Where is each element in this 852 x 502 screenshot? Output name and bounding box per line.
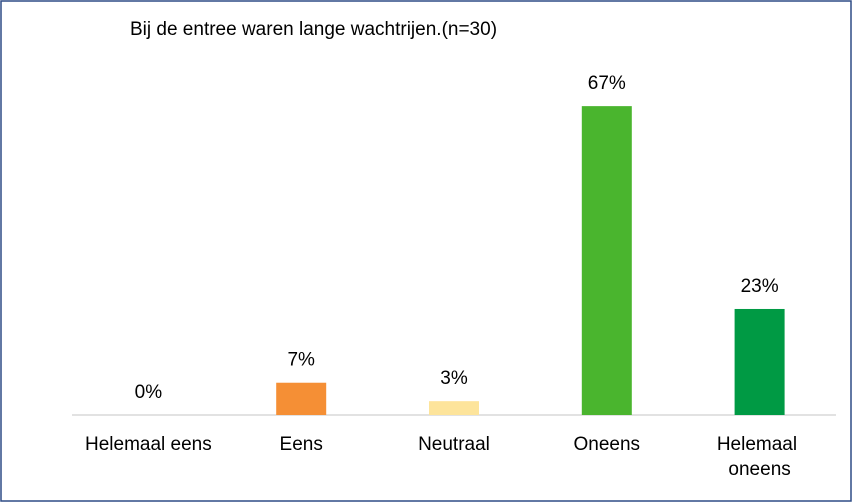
bar bbox=[429, 401, 479, 415]
x-tick-label: Eens bbox=[280, 434, 323, 455]
x-tick-label: Neutraal bbox=[418, 434, 490, 455]
value-label: 3% bbox=[440, 368, 468, 389]
value-label: 67% bbox=[588, 73, 626, 94]
x-tick-label: Helemaal oneens bbox=[717, 434, 803, 480]
value-label: 23% bbox=[741, 276, 779, 297]
x-tick-label: Helemaal eens bbox=[85, 434, 212, 455]
bar bbox=[581, 106, 632, 415]
chart-title: Bij de entree waren lange wachtrijen.(n=… bbox=[130, 19, 497, 40]
bar bbox=[276, 382, 327, 415]
value-label: 7% bbox=[287, 350, 315, 371]
bar bbox=[734, 308, 785, 415]
value-label: 0% bbox=[135, 382, 163, 403]
x-tick-label: Oneens bbox=[574, 434, 641, 455]
